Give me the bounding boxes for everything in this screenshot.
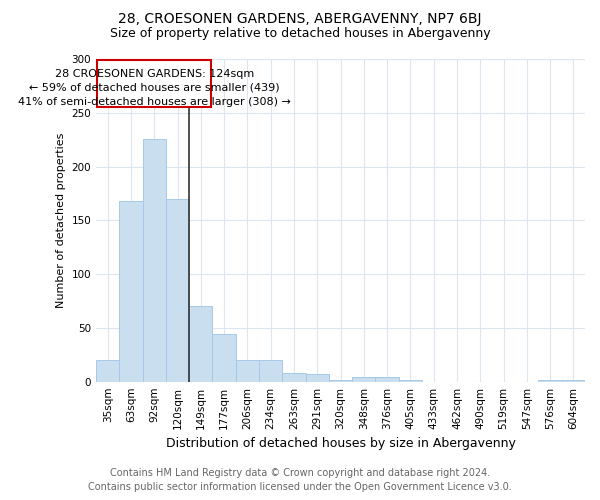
Bar [352, 378, 376, 382]
Bar [189, 306, 212, 382]
Bar [236, 360, 259, 382]
Bar [376, 378, 399, 382]
Bar [259, 360, 283, 382]
Text: ← 59% of detached houses are smaller (439): ← 59% of detached houses are smaller (43… [29, 82, 280, 92]
Bar [283, 373, 305, 382]
Text: Contains HM Land Registry data © Crown copyright and database right 2024.
Contai: Contains HM Land Registry data © Crown c… [88, 468, 512, 492]
Bar [97, 60, 211, 108]
Bar [119, 201, 143, 382]
Text: 28, CROESONEN GARDENS, ABERGAVENNY, NP7 6BJ: 28, CROESONEN GARDENS, ABERGAVENNY, NP7 … [118, 12, 482, 26]
Text: 28 CROESONEN GARDENS: 124sqm: 28 CROESONEN GARDENS: 124sqm [55, 68, 254, 78]
Bar [305, 374, 329, 382]
Text: 41% of semi-detached houses are larger (308) →: 41% of semi-detached houses are larger (… [18, 96, 291, 106]
Bar [212, 334, 236, 382]
Text: Size of property relative to detached houses in Abergavenny: Size of property relative to detached ho… [110, 28, 490, 40]
Bar [399, 380, 422, 382]
Y-axis label: Number of detached properties: Number of detached properties [56, 132, 66, 308]
Bar [538, 380, 562, 382]
Bar [96, 360, 119, 382]
Bar [562, 380, 585, 382]
Bar [166, 199, 189, 382]
Bar [329, 380, 352, 382]
Bar [143, 138, 166, 382]
X-axis label: Distribution of detached houses by size in Abergavenny: Distribution of detached houses by size … [166, 437, 515, 450]
